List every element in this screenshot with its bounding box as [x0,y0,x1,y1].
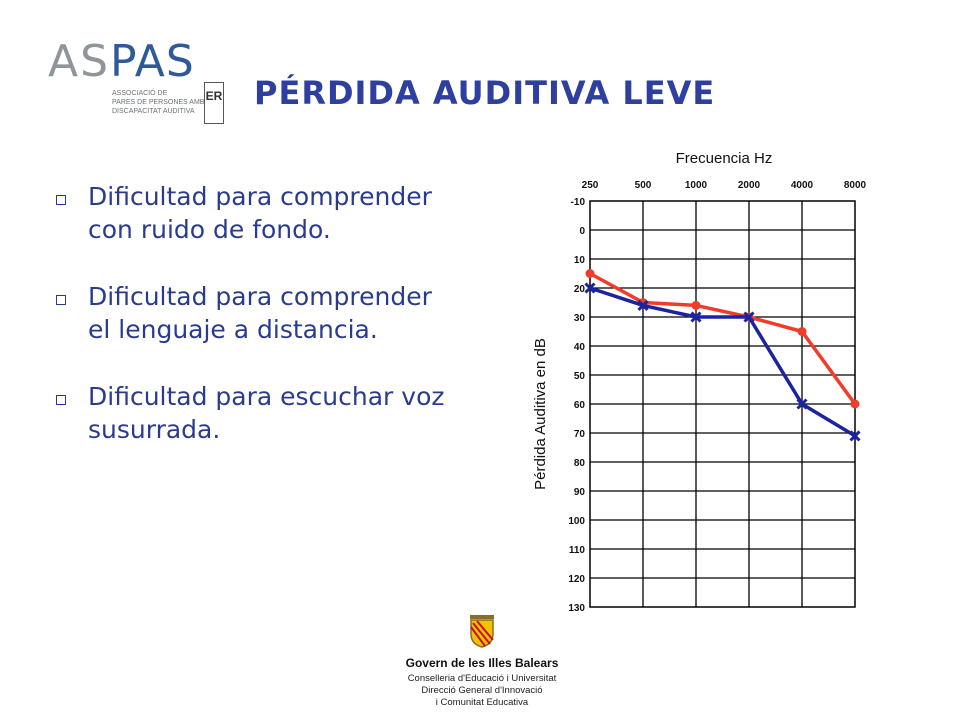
x-tick-label: 500 [635,180,652,191]
y-tick-label: 100 [568,516,585,527]
logo-text-pas: PAS [110,36,195,87]
y-tick-label: 120 [568,574,585,585]
aspas-logo: AS PAS ASSOCIACIÓ DE PARES DE PERSONES A… [48,36,228,136]
bullet-text: Dificultad para comprender el lenguaje a… [88,282,432,344]
logo-subtitle-line: ASSOCIACIÓ DE [112,90,168,97]
government-logo: Govern de les Illes Balears Conselleria … [380,614,584,714]
data-point-x [849,430,861,442]
y-tick-label: 70 [574,429,586,440]
government-name: Govern de les Illes Balears [405,656,559,670]
x-tick-label: 8000 [844,180,867,191]
bullet-list: Dificultad para comprender con ruido de … [56,180,456,480]
y-tick-label: 130 [568,603,585,614]
data-point-x [690,311,702,323]
data-point-x [637,299,649,311]
y-tick-label: 80 [574,458,586,469]
y-axis-label: Pérdida Auditiva en dB [532,338,549,490]
data-point-x [796,398,808,410]
data-point-circle [585,269,595,278]
bullet-item: Dificultad para escuchar voz susurrada. [56,380,456,446]
x-tick-label: 250 [582,180,599,191]
logo-subtitle-line: PARES DE PERSONES AMB [112,99,205,106]
bullet-square-icon [56,195,66,205]
bullet-item: Dificultad para comprender el lenguaje a… [56,280,456,346]
x-tick-label: 1000 [685,180,708,191]
series-line [589,271,857,406]
x-tick-label: 2000 [738,180,761,191]
bullet-square-icon [56,395,66,405]
y-tick-label: 10 [574,255,586,266]
series-line [589,286,856,438]
data-point-circle [850,399,860,409]
y-tick-label: 30 [574,313,586,324]
bullet-square-icon [56,295,66,305]
y-tick-label: 110 [569,545,586,556]
x-axis-label: Frecuencia Hz [676,150,773,167]
y-tick-label: 0 [579,226,585,237]
bullet-text: Dificultad para comprender con ruido de … [88,182,432,244]
y-tick-label: 90 [574,487,586,498]
data-point-circle [691,300,701,310]
bullet-text: Dificultad para escuchar voz susurrada. [88,382,445,444]
government-department: Conselleria d'Educació i Universitat [407,673,557,684]
data-point-x [743,311,755,323]
x-tick-label: 4000 [791,180,814,191]
data-point-circle [797,327,807,336]
logo-text-as: AS [48,36,111,87]
audiogram-chart: Frecuencia Hz 250 500 1000 2000 4000 8000 -10 0 1… [532,150,867,614]
balearic-crest-icon [470,615,494,648]
data-point-x [584,282,596,294]
government-department: i Comunitat Educativa [435,697,529,708]
logo-subtitle-line: DISCAPACITAT AUDITIVA [112,108,195,115]
government-department: Direcció General d'Innovació [421,685,543,696]
y-tick-label: 50 [574,371,586,382]
bullet-item: Dificultad para comprender con ruido de … [56,180,456,246]
y-tick-label: 20 [574,284,586,295]
y-tick-label: 40 [574,342,586,353]
quality-seal: ER [204,82,224,124]
slide-title: PÉRDIDA AUDITIVA LEVE [254,74,716,112]
y-tick-label: -10 [571,197,586,208]
y-tick-label: 60 [574,400,586,411]
